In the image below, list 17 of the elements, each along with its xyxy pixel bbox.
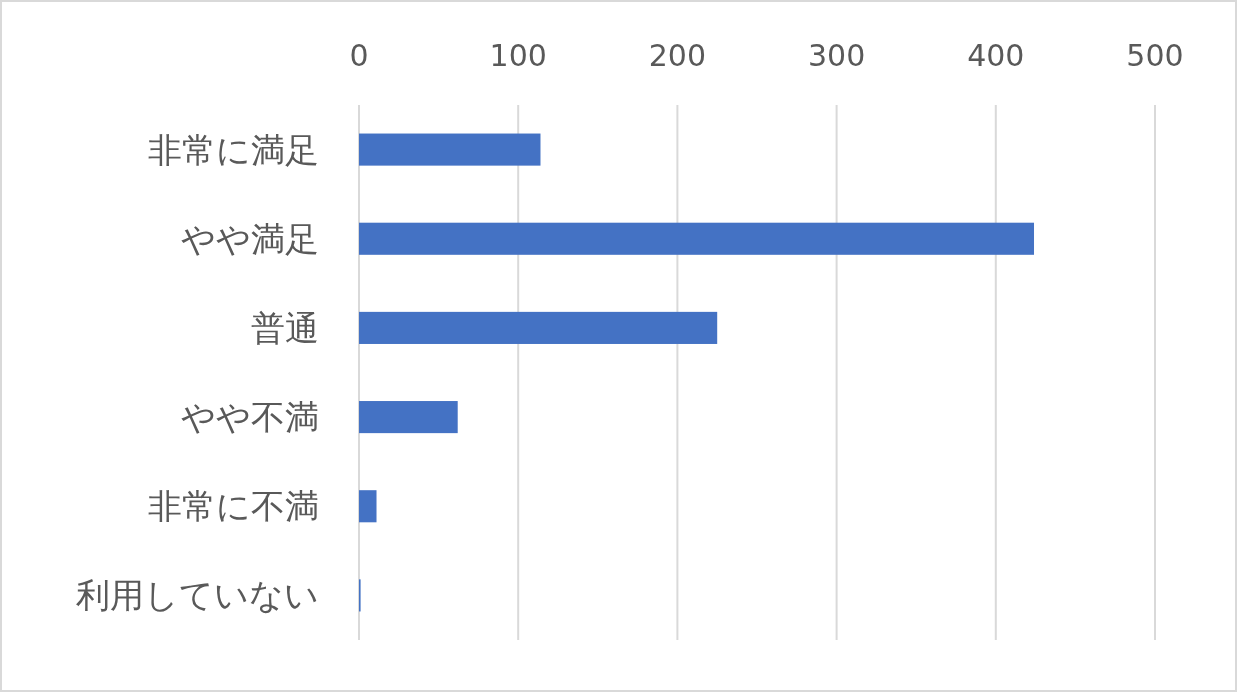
x-tick-label: 500 xyxy=(1126,38,1184,73)
y-tick-label: 非常に不満 xyxy=(148,486,319,527)
bar xyxy=(359,311,718,344)
bar xyxy=(359,490,377,523)
x-tick-label: 200 xyxy=(648,38,707,73)
y-tick-label: 非常に満足 xyxy=(148,129,319,170)
x-tick-label: 300 xyxy=(807,38,866,73)
bar xyxy=(359,222,1035,255)
y-tick-label: 利用していない xyxy=(76,575,319,616)
x-tick-label: 100 xyxy=(489,38,547,73)
y-tick-label: 普通 xyxy=(251,307,319,348)
x-tick-label: 400 xyxy=(967,38,1025,73)
x-tick-label: 0 xyxy=(349,38,369,73)
bar xyxy=(359,133,541,166)
bar xyxy=(359,401,458,434)
y-tick-label: やや満足 xyxy=(181,218,319,259)
y-tick-label: やや不満 xyxy=(181,397,319,438)
